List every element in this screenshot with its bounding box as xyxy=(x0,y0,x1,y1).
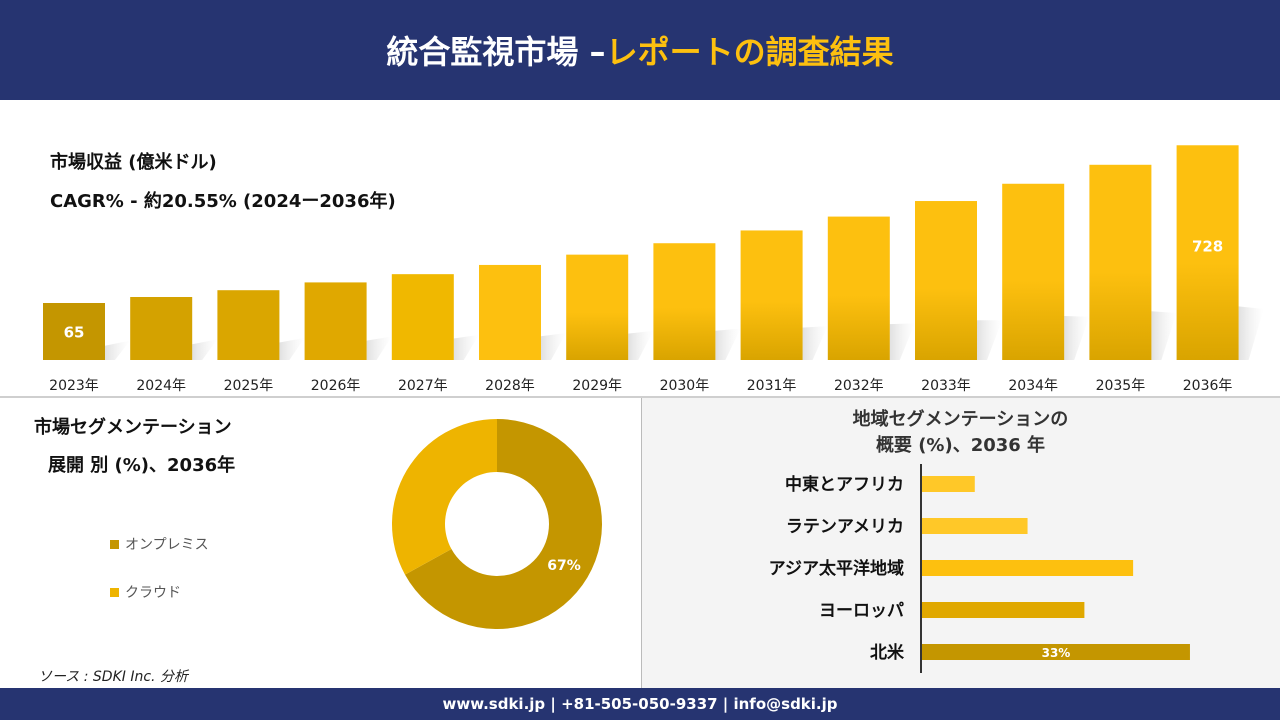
year-label: 2036年 xyxy=(1183,378,1233,394)
region-title-2: 概要 (%)、2036 年 xyxy=(875,435,1046,456)
year-label: 2031年 xyxy=(747,378,797,394)
revenue-bar xyxy=(1089,164,1152,360)
revenue-bar xyxy=(479,264,541,360)
legend-swatch xyxy=(110,539,119,549)
region-bar xyxy=(922,602,1085,618)
bar-shadow xyxy=(628,330,654,360)
region-label: 北米 xyxy=(870,642,905,663)
revenue-bar xyxy=(391,274,454,360)
revenue-bar xyxy=(740,230,803,360)
bar-shadow xyxy=(1064,315,1090,360)
bar-shadow xyxy=(889,323,915,360)
revenue-bar xyxy=(1002,183,1065,360)
year-label: 2030年 xyxy=(660,378,710,394)
legend-item-cloud: クラウド xyxy=(110,582,181,602)
bar-shadow xyxy=(453,334,479,360)
region-label: ヨーロッパ xyxy=(819,601,904,621)
year-label: 2033年 xyxy=(921,378,971,394)
bar-shadow xyxy=(366,336,392,360)
footer-contact: www.sdki.jp | +81-505-050-9337 | info@sd… xyxy=(0,688,1280,720)
bar-shadow xyxy=(977,320,1002,360)
bar-shadow xyxy=(192,339,218,360)
bar-shadow xyxy=(541,332,566,360)
revenue-bar xyxy=(653,243,716,360)
year-label: 2034年 xyxy=(1008,378,1058,394)
year-label: 2025年 xyxy=(224,378,274,394)
divider xyxy=(0,396,1280,398)
data-label: 728 xyxy=(1192,237,1223,255)
revenue-title: 市場収益 (億米ドル) xyxy=(50,152,217,173)
region-label: 中東とアフリカ xyxy=(785,474,904,495)
bar-shadow xyxy=(802,326,828,360)
cagr-label: CAGR% - 約20.55% (2024ー2036年) xyxy=(50,191,396,212)
bar-shadow xyxy=(1238,306,1264,360)
year-label: 2035年 xyxy=(1096,378,1146,394)
donut-slice xyxy=(404,419,603,630)
donut-slice xyxy=(391,419,497,575)
bar-shadow xyxy=(715,328,741,360)
year-label: 2029年 xyxy=(572,378,622,394)
revenue-bar xyxy=(1176,145,1239,360)
segment-title-1: 市場セグメンテーション xyxy=(34,417,232,438)
legend-item-on-premise: オンプレミス xyxy=(110,534,209,554)
revenue-bar xyxy=(566,254,629,360)
year-label: 2026年 xyxy=(311,378,361,394)
revenue-bar xyxy=(915,201,977,360)
region-label: ラテンアメリカ xyxy=(786,517,904,537)
region-title-1: 地域セグメンテーションの xyxy=(852,409,1069,430)
year-label: 2023年 xyxy=(49,378,99,394)
data-label: 67% xyxy=(547,558,581,574)
revenue-bar xyxy=(217,290,280,360)
legend-label: クラウド xyxy=(125,585,181,601)
data-label: 33% xyxy=(1042,646,1071,660)
revenue-bar xyxy=(304,282,367,360)
revenue-bar-chart: 2023年 65 2024年 2025年 2026年 2027年 2028年 2029年 203… xyxy=(43,145,1264,394)
region-bar xyxy=(922,560,1134,576)
region-bar xyxy=(922,644,1190,660)
revenue-bar xyxy=(43,303,105,360)
revenue-bar xyxy=(827,216,890,360)
bar-shadow xyxy=(1151,311,1177,360)
source-note: ソース : SDKI Inc. 分析 xyxy=(38,669,188,685)
legend-label: オンプレミス xyxy=(125,537,209,553)
segment-title-2: 展開 別 (%)、2036年 xyxy=(48,455,236,476)
report-header: 統合監視市場 – レポートの調査結果 xyxy=(0,0,1280,100)
bar-shadow xyxy=(105,340,130,360)
region-label: アジア太平洋地域 xyxy=(769,558,904,579)
year-label: 2027年 xyxy=(398,378,448,394)
region-bar xyxy=(922,476,975,492)
data-label: 65 xyxy=(64,324,85,342)
bar-shadow xyxy=(279,338,305,360)
year-label: 2032年 xyxy=(834,378,884,394)
region-bar xyxy=(922,518,1028,534)
region-panel xyxy=(641,398,1280,688)
year-label: 2024年 xyxy=(136,378,186,394)
title-main: 統合監視市場 – xyxy=(386,33,606,71)
year-label: 2028年 xyxy=(485,378,535,394)
revenue-bar xyxy=(130,296,193,360)
title-accent: レポートの調査結果 xyxy=(605,33,894,71)
legend-swatch xyxy=(110,587,119,597)
